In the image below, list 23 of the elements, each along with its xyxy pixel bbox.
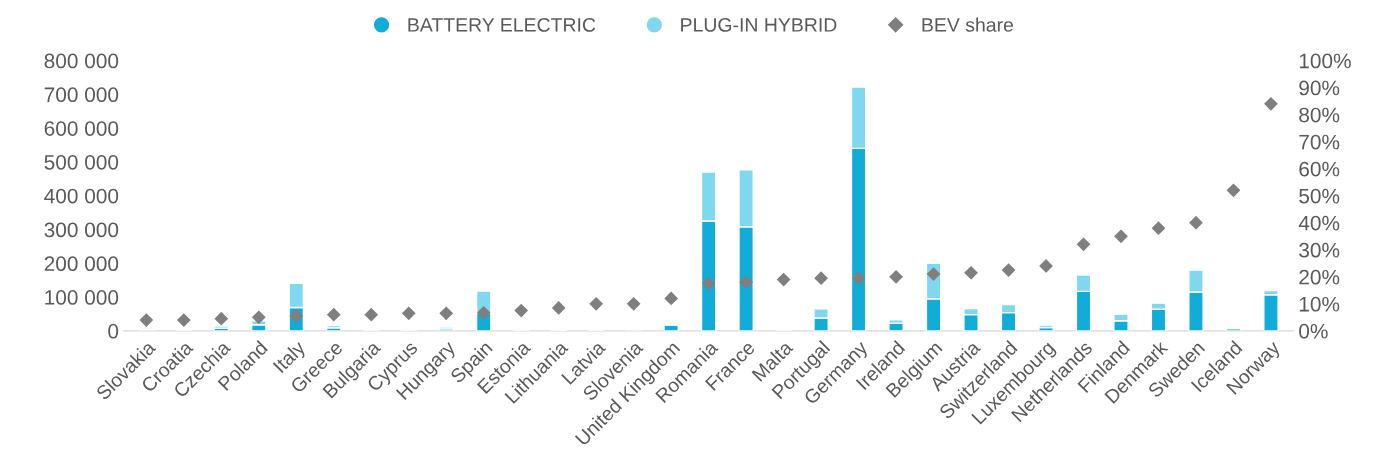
y2-tick-label: 10% — [1299, 296, 1340, 312]
y-tick-label: 800 000 — [44, 53, 119, 69]
y-tick-label: 200 000 — [44, 256, 119, 272]
y2-tick-label: 60% — [1299, 161, 1340, 177]
y-tick-label: 100 000 — [45, 290, 119, 305]
y2-tick-label: 90% — [1299, 80, 1340, 96]
legend-label: BATTERY ELECTRIC — [408, 18, 596, 32]
y2-tick-label: 50% — [1299, 188, 1340, 204]
y2-tick-label: 0% — [1299, 323, 1328, 339]
y2-tick-label: 30% — [1299, 242, 1340, 258]
y2-tick-label: 40% — [1298, 215, 1340, 231]
y2-tick-label: 100% — [1299, 53, 1351, 69]
y2-tick-label: 80% — [1299, 107, 1340, 123]
y-tick-label: 300 000 — [44, 222, 119, 238]
legend-label: PLUG-IN HYBRID — [681, 18, 837, 32]
y2-tick-label: 70% — [1299, 134, 1340, 150]
legend-label: BEV share — [922, 17, 1014, 32]
y-tick-label: 600 000 — [44, 121, 119, 136]
y-tick-label: 0 — [108, 323, 119, 339]
y2-tick-label: 20% — [1299, 269, 1340, 285]
y-tick-label: 500 000 — [44, 154, 119, 170]
y-tick-label: 400 000 — [44, 188, 119, 204]
y-tick-label: 700 000 — [44, 87, 119, 103]
